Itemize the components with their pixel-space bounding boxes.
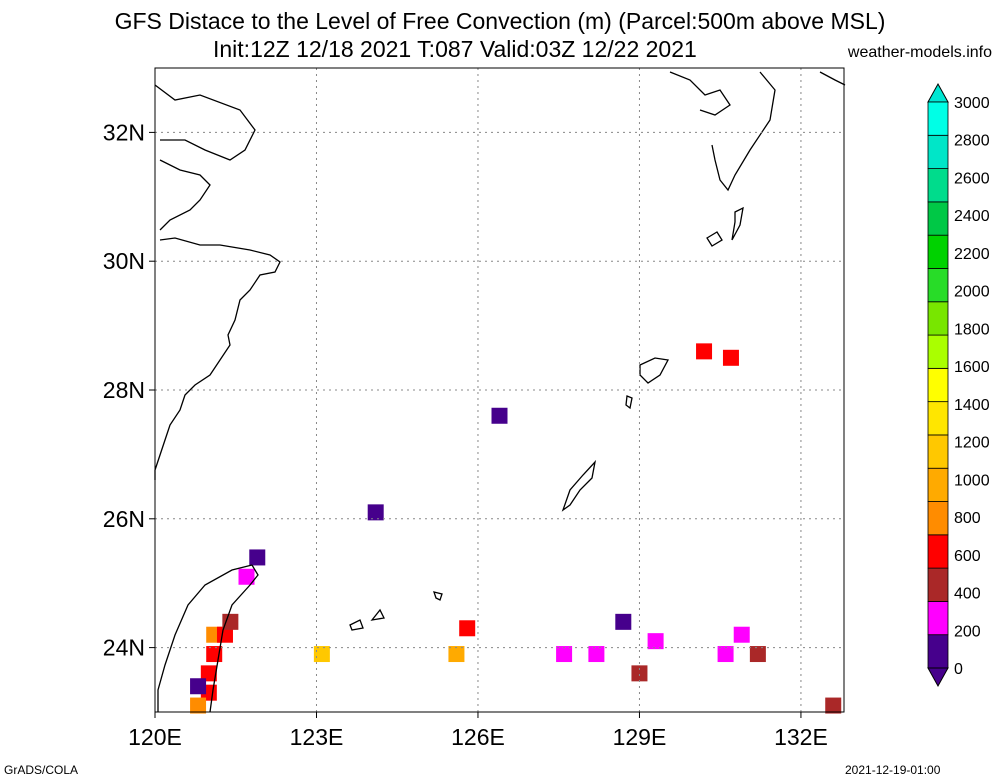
lfc-cell-16 xyxy=(588,646,605,663)
lat-lon-grid xyxy=(154,68,844,712)
colorbar-label: 2800 xyxy=(954,133,990,150)
tick-label-lat: 30N xyxy=(103,248,145,274)
lfc-cell-22 xyxy=(733,626,750,643)
tick-label-lat: 24N xyxy=(103,635,145,661)
lfc-cell-6 xyxy=(190,697,207,714)
lfc-cell-8 xyxy=(238,568,255,585)
colorbar-label: 800 xyxy=(954,510,981,527)
lfc-cell-13 xyxy=(459,620,476,637)
colorbar-segment-1 xyxy=(927,601,949,636)
colorbar-segment-15 xyxy=(927,134,949,169)
island-miyako xyxy=(433,591,443,601)
lfc-cell-21 xyxy=(722,349,739,366)
lfc-cell-15 xyxy=(556,646,573,663)
lfc-cell-10 xyxy=(313,646,330,663)
colorbar-label: 1600 xyxy=(954,359,990,376)
lfc-cell-14 xyxy=(491,407,508,424)
axis-ticks: 120E 123E 126E 129E 132E 24N 26N 28N 30N 32N xyxy=(103,119,828,750)
colorbar-label: 2600 xyxy=(954,170,990,187)
tick-label-lon: 126E xyxy=(451,724,505,750)
colorbar-label: 600 xyxy=(954,548,981,565)
colorbar-label: 3000 xyxy=(954,95,990,112)
colorbar-segment-6 xyxy=(927,434,949,469)
lfc-cell-17 xyxy=(615,613,632,630)
colorbar-label: 1800 xyxy=(954,321,990,338)
island-amami xyxy=(639,357,670,384)
tick-label-lon: 132E xyxy=(774,724,828,750)
island-okinawa xyxy=(561,459,597,512)
lfc-cell-20 xyxy=(696,343,713,360)
colorbar-segment-13 xyxy=(927,201,949,236)
tick-label-lat: 28N xyxy=(103,377,145,403)
colorbar: 0 200 400 600 800 1000 1200 1400 1600 1800 2000 220… xyxy=(927,82,990,688)
coast-china xyxy=(154,84,281,480)
tick-label-lon: 129E xyxy=(613,724,667,750)
colorbar-segment-9 xyxy=(927,334,949,369)
colorbar-segment-0 xyxy=(927,634,949,669)
colorbar-label: 200 xyxy=(954,623,981,640)
colorbar-segment-14 xyxy=(927,168,949,203)
colorbar-label: 2400 xyxy=(954,208,990,225)
lfc-cell-18 xyxy=(631,665,648,682)
island-yonaguni xyxy=(349,619,364,631)
colorbar-over-arrow xyxy=(927,82,949,103)
colorbar-label: 1400 xyxy=(954,397,990,414)
tick-label-lon: 123E xyxy=(290,724,344,750)
colorbar-label: 2200 xyxy=(954,246,990,263)
chart-title: GFS Distace to the Level of Free Convect… xyxy=(114,8,886,34)
colorbar-segment-10 xyxy=(927,301,949,336)
colorbar-segment-7 xyxy=(927,401,949,436)
island-tanegashima xyxy=(731,206,744,241)
lfc-cell-19 xyxy=(647,633,664,650)
lfc-cell-5 xyxy=(222,613,239,630)
lfc-cell-23 xyxy=(717,646,734,663)
tick-label-lat: 26N xyxy=(103,506,145,532)
chart-subtitle: Init:12Z 12/18 2021 T:087 Valid:03Z 12/2… xyxy=(213,36,697,62)
footer-grads-credit: GrADS/COLA xyxy=(4,763,79,777)
lfc-cell-11 xyxy=(367,504,384,521)
colorbar-segment-3 xyxy=(927,534,949,569)
island-okinoerabu xyxy=(625,395,633,410)
colorbar-label: 2000 xyxy=(954,284,990,301)
lfc-cell-9 xyxy=(249,549,266,566)
colorbar-under-arrow xyxy=(927,667,949,688)
coast-taiwan xyxy=(157,564,259,713)
island-yakushima xyxy=(706,231,723,247)
site-credit: weather-models.info xyxy=(847,44,992,61)
coast-kyushu xyxy=(669,71,846,192)
lfc-cell-25 xyxy=(825,697,842,714)
footer-timestamp: 2021-12-19-01:00 xyxy=(845,763,941,777)
colorbar-segment-8 xyxy=(927,367,949,403)
tick-label-lon: 120E xyxy=(128,724,182,750)
colorbar-segment-16 xyxy=(927,101,949,136)
tick-label-lat: 32N xyxy=(103,119,145,145)
lfc-cell-24 xyxy=(749,646,766,663)
colorbar-label: 1200 xyxy=(954,435,990,452)
coastlines xyxy=(154,71,846,713)
colorbar-segment-12 xyxy=(927,234,949,269)
colorbar-label: 1000 xyxy=(954,472,990,489)
colorbar-segment-2 xyxy=(927,567,949,602)
colorbar-segment-5 xyxy=(927,467,949,502)
island-iriomote xyxy=(370,608,385,621)
lfc-cell-7 xyxy=(190,678,207,695)
colorbar-segment-11 xyxy=(927,268,949,303)
colorbar-segment-4 xyxy=(927,501,949,536)
lfc-cell-1 xyxy=(200,665,217,682)
colorbar-label: 400 xyxy=(954,586,981,603)
lfc-cell-12 xyxy=(448,646,465,663)
lfc-shaded-cells xyxy=(190,343,842,714)
colorbar-label: 0 xyxy=(954,661,963,678)
